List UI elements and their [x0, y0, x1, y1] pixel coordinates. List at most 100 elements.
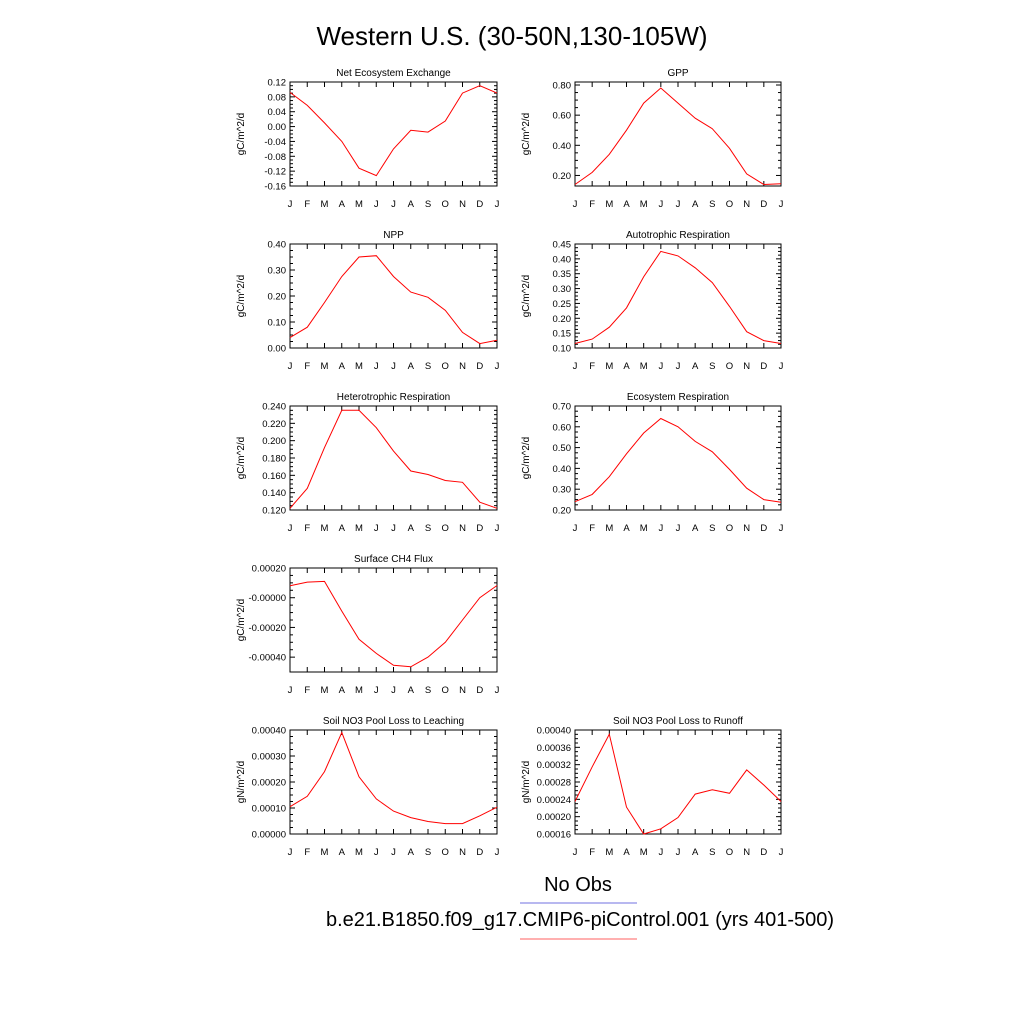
- y-tick-label: 0.20: [553, 506, 572, 517]
- x-tick-label: S: [709, 199, 715, 210]
- x-tick-label: A: [408, 685, 415, 696]
- series-line: [574, 417, 782, 503]
- y-tick-label: 0.30: [553, 485, 572, 496]
- chart-title: Soil NO3 Pool Loss to Leaching: [323, 716, 464, 727]
- x-tick-label: A: [692, 523, 699, 534]
- x-tick-label: J: [391, 847, 396, 858]
- x-tick-label: F: [304, 685, 310, 696]
- x-tick-label: J: [658, 361, 663, 372]
- x-tick-label: N: [459, 847, 466, 858]
- y-tick-label: 0.00010: [252, 804, 286, 815]
- x-tick-label: M: [355, 199, 363, 210]
- y-tick-label: 0.200: [262, 436, 286, 447]
- x-tick-label: F: [589, 847, 595, 858]
- y-tick-label: 0.00040: [537, 726, 571, 737]
- x-tick-label: J: [374, 847, 379, 858]
- x-tick-label: N: [459, 523, 466, 534]
- y-tick-label: 0.00020: [252, 778, 286, 789]
- y-tick-label: 0.00016: [537, 830, 571, 841]
- plot-frame: [289, 81, 498, 187]
- x-tick-label: J: [288, 685, 293, 696]
- legend: No Obs b.e21.B1850.f09_g17.CMIP6-piContr…: [326, 874, 834, 940]
- y-tick-label: 0.40: [553, 464, 572, 475]
- x-tick-label: N: [743, 199, 750, 210]
- x-tick-label: J: [676, 199, 681, 210]
- y-tick-label: 0.00: [268, 344, 287, 355]
- x-tick-label: M: [605, 523, 613, 534]
- x-tick-label: J: [658, 199, 663, 210]
- y-tick-label: 0.220: [262, 419, 286, 430]
- x-tick-label: A: [692, 847, 699, 858]
- x-tick-label: J: [676, 523, 681, 534]
- x-tick-label: M: [321, 685, 329, 696]
- y-tick-label: 0.00032: [537, 760, 571, 771]
- x-tick-label: J: [495, 523, 500, 534]
- x-tick-label: A: [692, 199, 699, 210]
- y-tick-label: -0.16: [264, 182, 286, 193]
- y-tick-label: 0.00040: [252, 726, 286, 737]
- x-tick-label: J: [779, 847, 784, 858]
- y-tick-label: 0.10: [553, 344, 572, 355]
- y-tick-label: 0.00036: [537, 743, 571, 754]
- y-tick-label: -0.00000: [248, 593, 286, 604]
- x-tick-label: M: [640, 847, 648, 858]
- y-tick-label: 0.20: [553, 171, 572, 182]
- series-line: [574, 250, 782, 344]
- chart-title: Ecosystem Respiration: [627, 392, 729, 403]
- x-tick-label: J: [573, 199, 578, 210]
- x-tick-label: N: [743, 361, 750, 372]
- y-tick-label: 0.60: [553, 422, 572, 433]
- y-tick-label: 0.70: [553, 402, 572, 413]
- x-tick-label: N: [459, 685, 466, 696]
- x-tick-label: A: [408, 361, 415, 372]
- x-tick-label: S: [709, 847, 715, 858]
- y-tick-label: 0.40: [268, 240, 287, 251]
- x-tick-label: M: [321, 847, 329, 858]
- y-tick-label: -0.12: [264, 167, 286, 178]
- x-tick-label: A: [623, 361, 630, 372]
- x-tick-label: A: [339, 523, 346, 534]
- x-tick-label: S: [425, 199, 431, 210]
- x-tick-label: N: [743, 523, 750, 534]
- y-tick-label: 0.180: [262, 454, 286, 465]
- y-axis-label: gN/m^2/d: [236, 761, 247, 804]
- y-tick-label: 0.45: [553, 240, 572, 251]
- y-tick-label: 0.12: [268, 78, 287, 89]
- y-tick-label: -0.00040: [248, 653, 286, 664]
- plot-frame: [289, 405, 498, 511]
- x-tick-label: J: [658, 847, 663, 858]
- x-tick-label: M: [640, 361, 648, 372]
- x-tick-label: J: [676, 361, 681, 372]
- x-tick-label: J: [288, 847, 293, 858]
- x-tick-label: O: [726, 523, 733, 534]
- x-tick-label: F: [589, 361, 595, 372]
- x-tick-label: F: [304, 361, 310, 372]
- x-tick-label: A: [339, 199, 346, 210]
- y-tick-label: 0.120: [262, 506, 286, 517]
- x-tick-label: J: [391, 361, 396, 372]
- y-tick-label: 0.60: [553, 111, 572, 122]
- x-tick-label: A: [408, 199, 415, 210]
- x-tick-label: M: [605, 361, 613, 372]
- x-tick-label: M: [355, 361, 363, 372]
- series-line: [289, 85, 498, 177]
- chart-panel-6: Surface CH4 Flux gC/m^2/d 0.00020 -0.00000 -…: [236, 554, 500, 696]
- x-tick-label: S: [425, 847, 431, 858]
- chart-title: Surface CH4 Flux: [354, 554, 433, 565]
- x-tick-label: J: [391, 523, 396, 534]
- x-tick-label: J: [288, 361, 293, 372]
- x-tick-label: J: [676, 847, 681, 858]
- x-tick-label: A: [692, 361, 699, 372]
- x-tick-label: J: [374, 199, 379, 210]
- x-tick-label: F: [589, 523, 595, 534]
- chart-panel-4: Heterotrophic Respiration gC/m^2/d 0.240 0.…: [236, 392, 500, 534]
- x-tick-label: D: [760, 361, 767, 372]
- x-tick-label: J: [779, 523, 784, 534]
- x-tick-label: M: [355, 685, 363, 696]
- plot-frame: [574, 405, 782, 511]
- y-tick-label: 0.25: [553, 299, 572, 310]
- x-tick-label: O: [726, 847, 733, 858]
- x-tick-label: A: [408, 523, 415, 534]
- plot-frame: [289, 729, 498, 835]
